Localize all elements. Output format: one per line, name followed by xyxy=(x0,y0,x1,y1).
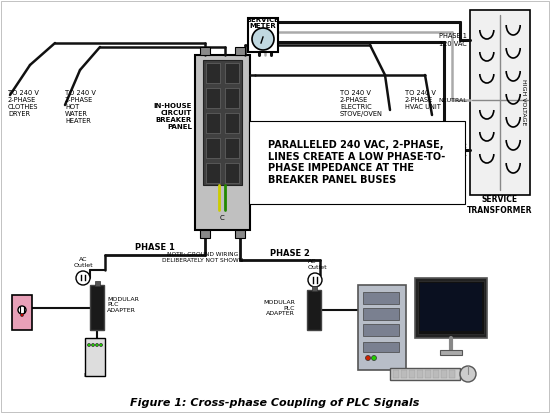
Bar xyxy=(225,163,239,183)
Circle shape xyxy=(96,344,98,347)
Circle shape xyxy=(252,28,274,50)
Circle shape xyxy=(18,306,26,314)
Text: HIGH VOLTAGE: HIGH VOLTAGE xyxy=(521,79,526,126)
Bar xyxy=(95,281,100,286)
Bar xyxy=(248,18,278,52)
Bar xyxy=(200,47,210,55)
Bar xyxy=(363,342,399,352)
Bar xyxy=(12,295,32,330)
Bar xyxy=(358,285,406,370)
Bar xyxy=(225,88,239,108)
Bar xyxy=(90,285,104,330)
Text: TO 240 V
2-PHASE
ELECTRIC
STOVE/OVEN: TO 240 V 2-PHASE ELECTRIC STOVE/OVEN xyxy=(340,90,383,117)
Text: PARALLELED 240 VAC, 2-PHASE,
LINES CREATE A LOW PHASE-TO-
PHASE IMPEDANCE AT THE: PARALLELED 240 VAC, 2-PHASE, LINES CREAT… xyxy=(268,140,446,185)
Circle shape xyxy=(20,313,24,316)
Bar xyxy=(441,370,447,378)
Bar xyxy=(195,55,250,230)
Bar xyxy=(363,292,399,304)
Bar xyxy=(425,370,431,378)
Circle shape xyxy=(87,344,91,347)
Circle shape xyxy=(76,271,90,285)
Bar xyxy=(235,230,245,238)
Text: PHASE 1
120 VAC: PHASE 1 120 VAC xyxy=(439,33,467,47)
Bar xyxy=(203,60,242,185)
Bar xyxy=(401,370,407,378)
Text: PHASE 2: PHASE 2 xyxy=(270,249,310,257)
Bar xyxy=(415,278,487,338)
Bar xyxy=(449,370,455,378)
Text: IN-HOUSE
CIRCUIT
BREAKER
PANEL: IN-HOUSE CIRCUIT BREAKER PANEL xyxy=(153,103,192,130)
Circle shape xyxy=(100,344,102,347)
Text: SERVICE
TRANSFORMER: SERVICE TRANSFORMER xyxy=(468,195,533,215)
Bar xyxy=(420,283,482,331)
Bar xyxy=(307,290,321,330)
Circle shape xyxy=(308,273,322,287)
Circle shape xyxy=(460,366,476,382)
Text: xDSL
Modem: xDSL Modem xyxy=(84,367,107,378)
Bar xyxy=(206,163,220,183)
Bar xyxy=(235,47,245,55)
Text: MODULAR
PLC
ADAPTER: MODULAR PLC ADAPTER xyxy=(107,297,139,313)
Text: AC
Outlet: AC Outlet xyxy=(73,257,93,268)
Bar xyxy=(363,324,399,336)
Bar xyxy=(312,286,317,291)
Text: C: C xyxy=(220,215,225,221)
Circle shape xyxy=(366,356,371,361)
Text: TO 240 V
2-PHASE
CLOTHES
DRYER: TO 240 V 2-PHASE CLOTHES DRYER xyxy=(8,90,39,117)
Bar xyxy=(225,138,239,158)
Text: NEUTRAL: NEUTRAL xyxy=(438,97,467,102)
Bar xyxy=(470,10,530,195)
Bar xyxy=(417,370,423,378)
Bar xyxy=(85,338,105,376)
Bar xyxy=(206,63,220,83)
Text: PHASE 1: PHASE 1 xyxy=(135,244,175,252)
Text: AC
Outlet: AC Outlet xyxy=(308,259,328,270)
Bar xyxy=(418,281,484,334)
Bar xyxy=(390,368,460,380)
Bar xyxy=(225,63,239,83)
Bar xyxy=(393,370,399,378)
Bar xyxy=(440,350,462,355)
Text: TO 240 V
2-PHASE
HVAC UNIT: TO 240 V 2-PHASE HVAC UNIT xyxy=(405,90,441,110)
Bar xyxy=(409,370,415,378)
Text: Figure 1: Cross-phase Coupling of PLC Signals: Figure 1: Cross-phase Coupling of PLC Si… xyxy=(130,398,420,408)
Circle shape xyxy=(371,356,377,361)
Bar xyxy=(363,308,399,320)
Text: TO 240 V
2-PHASE
HOT
WATER
HEATER: TO 240 V 2-PHASE HOT WATER HEATER xyxy=(65,90,96,124)
Text: NOTE: GROUND WIRING
DELIBERATELY NOT SHOWN: NOTE: GROUND WIRING DELIBERATELY NOT SHO… xyxy=(162,252,243,263)
Bar xyxy=(206,88,220,108)
Bar xyxy=(225,113,239,133)
Bar xyxy=(433,370,439,378)
Circle shape xyxy=(91,344,95,347)
Text: PHASE 2
120 VAC: PHASE 2 120 VAC xyxy=(439,143,467,157)
Bar xyxy=(206,138,220,158)
Bar xyxy=(206,113,220,133)
Text: MODULAR
PLC
ADAPTER: MODULAR PLC ADAPTER xyxy=(263,300,295,316)
Text: SERVICE
METER: SERVICE METER xyxy=(246,17,279,29)
Bar xyxy=(200,230,210,238)
